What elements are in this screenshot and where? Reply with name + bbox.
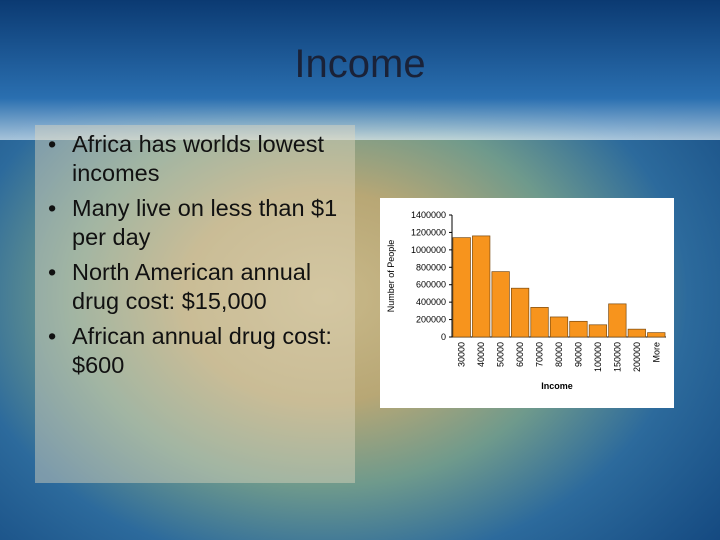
bullet: North American annual drug cost: $15,000 (40, 258, 360, 316)
bullet-list: Africa has worlds lowest incomes Many liv… (40, 130, 360, 386)
bar (472, 235, 491, 338)
y-tick-label: 0 (441, 332, 446, 342)
y-tick-label: 600000 (416, 280, 446, 290)
x-tick-label: 40000 (476, 342, 486, 367)
bar (549, 316, 569, 338)
bar (627, 328, 646, 338)
slide-title: Income (294, 42, 426, 86)
x-tick-label: 80000 (554, 342, 564, 367)
y-tick-label: 1000000 (411, 245, 446, 255)
bar (452, 237, 471, 338)
x-tick-label: 60000 (515, 342, 525, 367)
y-axis-label: Number of People (386, 240, 396, 313)
chart: Number of People Income 0 200000 400000 600… (380, 198, 674, 408)
bar (608, 303, 627, 338)
x-tick-label: 70000 (535, 342, 545, 367)
bullet: Africa has worlds lowest incomes (40, 130, 360, 188)
x-tick-label: 200000 (632, 342, 642, 372)
bar (647, 332, 666, 338)
x-tick-label: 30000 (457, 342, 467, 367)
background (0, 0, 720, 140)
x-tick-label: 50000 (496, 342, 506, 367)
y-tick-label: 1400000 (411, 210, 446, 220)
y-tick-label: 1200000 (411, 227, 446, 237)
x-tick-label: 90000 (573, 342, 583, 367)
x-axis-label: Income (541, 381, 573, 391)
bar (588, 324, 608, 338)
x-tick-label: More (651, 342, 661, 363)
x-tick-label: 150000 (612, 342, 622, 372)
bullet: African annual drug cost: $600 (40, 322, 360, 380)
y-tick-label: 200000 (416, 315, 446, 325)
bar (491, 271, 510, 338)
y-tick-label: 400000 (416, 297, 446, 307)
bar (569, 320, 588, 338)
bar (510, 287, 530, 338)
x-tick-label: 100000 (593, 342, 603, 372)
y-tick-label: 800000 (416, 262, 446, 272)
bar (530, 307, 549, 338)
bullet: Many live on less than $1 per day (40, 194, 360, 252)
